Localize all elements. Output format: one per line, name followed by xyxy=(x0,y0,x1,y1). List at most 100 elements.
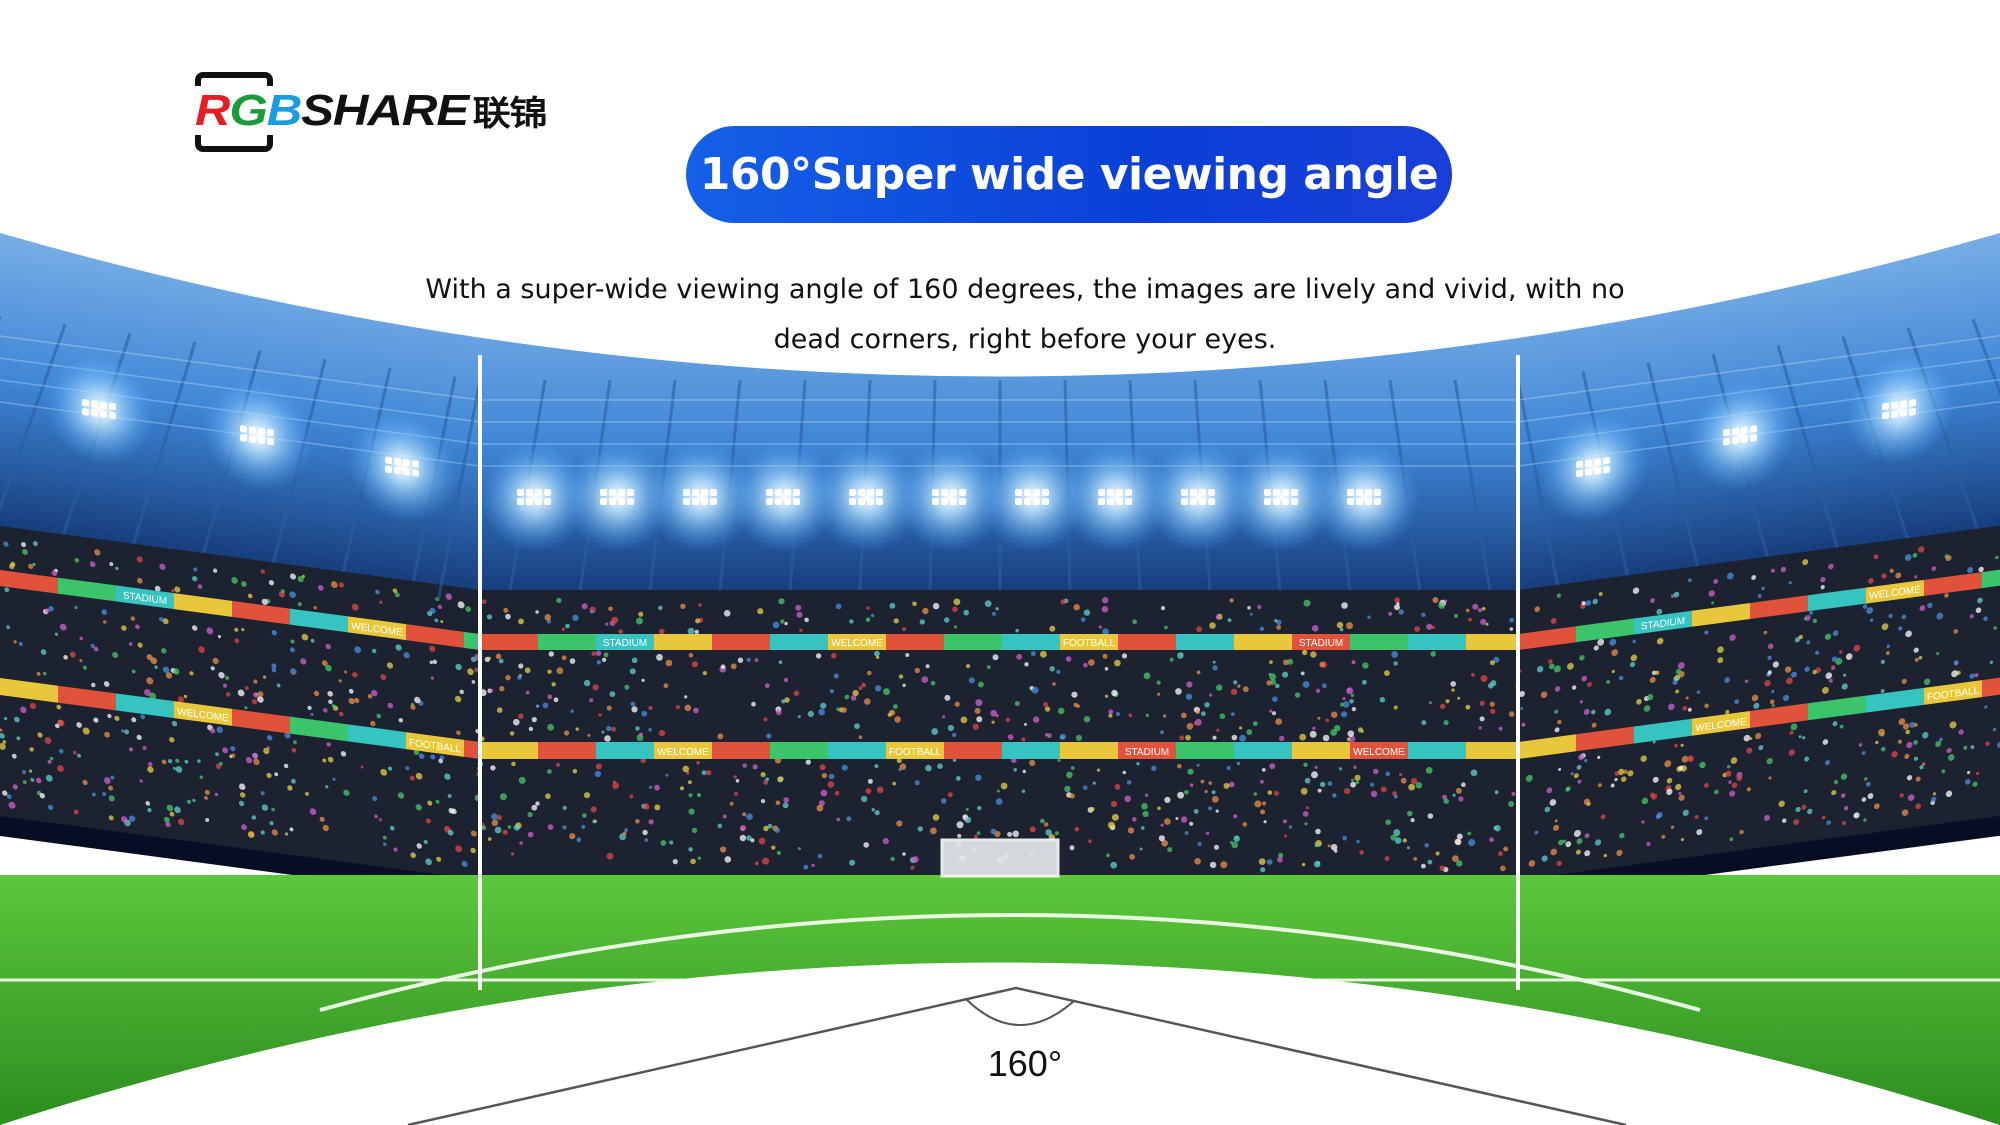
spectator xyxy=(489,688,494,693)
spectator xyxy=(1315,828,1321,835)
spectator xyxy=(1370,790,1378,798)
spectator xyxy=(925,764,932,772)
spectator xyxy=(819,764,826,771)
spectator xyxy=(261,804,269,811)
floodlight-lamp xyxy=(1208,489,1215,496)
spectator xyxy=(1275,683,1280,689)
spectator xyxy=(1104,694,1109,698)
spectator xyxy=(1421,863,1426,869)
spectator xyxy=(776,709,782,716)
spectator xyxy=(1088,839,1092,843)
spectator xyxy=(260,791,265,796)
spectator xyxy=(136,556,143,563)
ad-banner-segment xyxy=(1808,695,1866,721)
spectator xyxy=(1744,679,1749,684)
spectator xyxy=(287,785,293,791)
spectator xyxy=(59,623,67,631)
spectator xyxy=(1627,770,1634,777)
floodlight-lamp xyxy=(249,435,256,443)
spectator xyxy=(494,826,502,834)
spectator xyxy=(1919,605,1926,612)
ad-banner-segment xyxy=(290,716,348,742)
spectator xyxy=(455,845,463,853)
spectator xyxy=(1340,702,1344,707)
spectator xyxy=(518,618,524,625)
spectator xyxy=(746,835,752,841)
roof-rib xyxy=(1776,344,1842,558)
spectator xyxy=(487,656,491,660)
spectator xyxy=(835,603,842,610)
spectator xyxy=(427,610,433,617)
spectator xyxy=(1764,679,1771,687)
spectator xyxy=(1880,659,1886,664)
spectator xyxy=(1098,625,1102,629)
spectator xyxy=(1124,795,1131,803)
spectator xyxy=(1139,847,1143,851)
spectator xyxy=(1807,808,1813,815)
spectator xyxy=(44,737,52,744)
spectator xyxy=(656,653,663,661)
spectator xyxy=(914,780,920,786)
spectator xyxy=(45,774,53,782)
spectator xyxy=(1233,814,1238,819)
spectator xyxy=(29,769,33,773)
spectator xyxy=(766,733,772,739)
spectator xyxy=(1276,619,1282,626)
floodlight-lamp xyxy=(849,489,856,496)
spectator xyxy=(542,702,549,709)
spectator xyxy=(1541,855,1548,862)
floodlight-glow xyxy=(978,442,1088,552)
spectator xyxy=(874,650,880,657)
spectator xyxy=(960,716,968,724)
spectator xyxy=(1302,649,1308,656)
spectator xyxy=(1380,786,1387,793)
spectator xyxy=(1196,763,1200,767)
spectator xyxy=(1880,746,1886,752)
spectator xyxy=(1923,678,1931,685)
spectator xyxy=(380,674,387,681)
spectator xyxy=(1336,621,1344,629)
floodlight-lamp xyxy=(517,498,524,505)
spectator xyxy=(682,765,690,773)
spectator xyxy=(1294,692,1301,698)
spectator xyxy=(1573,829,1581,838)
spectator xyxy=(1212,665,1218,671)
spectator xyxy=(777,776,784,782)
spectator xyxy=(435,799,440,804)
spectator xyxy=(146,677,154,685)
spectator xyxy=(947,792,953,798)
spectator xyxy=(234,627,239,632)
spectator xyxy=(1610,783,1615,788)
spectator xyxy=(290,639,295,644)
spectator xyxy=(690,858,696,865)
spectator xyxy=(498,658,504,664)
spectator xyxy=(1931,566,1937,571)
spectator xyxy=(867,778,873,784)
spectator xyxy=(1503,846,1509,852)
spectator xyxy=(754,658,759,662)
spectator xyxy=(154,585,161,592)
spectator xyxy=(438,758,444,764)
spectator xyxy=(372,796,378,802)
spectator xyxy=(380,768,388,776)
spectator xyxy=(40,649,47,655)
spectator xyxy=(1834,780,1839,785)
floodlight-lamp xyxy=(412,469,419,477)
spectator xyxy=(1581,675,1588,682)
spectator xyxy=(1327,781,1333,786)
spectator xyxy=(22,549,28,555)
spectator xyxy=(340,751,347,757)
spectator xyxy=(648,727,652,732)
spectator xyxy=(742,763,747,768)
spectator xyxy=(144,689,151,696)
spectator xyxy=(1886,651,1890,655)
spectator xyxy=(746,813,753,820)
spectator xyxy=(803,864,809,870)
spectator xyxy=(531,717,537,723)
spectator xyxy=(1603,853,1608,858)
roof-rib xyxy=(1453,379,1493,601)
spectator xyxy=(1313,860,1321,868)
spectator xyxy=(1325,718,1330,723)
spectator xyxy=(1263,820,1267,824)
spectator xyxy=(13,640,17,644)
